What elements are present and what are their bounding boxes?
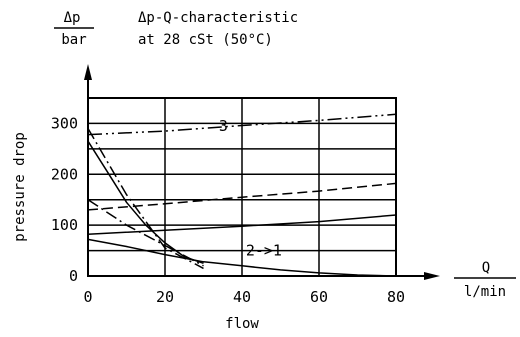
y-tick-label: 300 — [51, 114, 78, 132]
y-tick-label: 100 — [51, 216, 78, 234]
x-tick-label: 60 — [310, 288, 328, 306]
x-tick-label: 40 — [233, 288, 251, 306]
series-line — [87, 113, 397, 136]
annotation-label: 2->1 — [246, 242, 282, 260]
series-line — [87, 140, 204, 265]
chart-title-line2: at 28 cSt (50°C) — [138, 32, 273, 48]
grid-lines — [88, 98, 396, 276]
y-axis-label: pressure drop — [12, 132, 28, 242]
x-tick-labels: 0 20 40 60 80 — [83, 288, 405, 306]
y-unit-numerator: Δp — [64, 10, 81, 26]
series-line — [87, 128, 204, 270]
x-tick-label: 20 — [156, 288, 174, 306]
y-tick-label: 0 — [69, 267, 78, 285]
x-axis-label: flow — [225, 316, 259, 332]
chart-title-line1: Δp-Q-characteristic — [138, 10, 298, 26]
y-tick-labels: 0 100 200 300 — [51, 114, 78, 285]
x-tick-label: 80 — [387, 288, 405, 306]
annotation-label: 3 — [219, 117, 228, 135]
data-series — [87, 113, 397, 277]
x-unit-numerator: Q — [482, 260, 490, 276]
x-tick-label: 0 — [83, 288, 92, 306]
x-unit-denominator: l/min — [464, 284, 506, 300]
series-line — [87, 182, 397, 211]
y-unit-denominator: bar — [61, 32, 86, 48]
y-axis-arrow-icon — [84, 64, 92, 80]
series-line — [87, 199, 204, 267]
x-axis-arrow-icon — [424, 272, 440, 280]
annotations: 3 2->1 — [219, 117, 282, 260]
series-line — [87, 238, 397, 277]
y-tick-label: 200 — [51, 165, 78, 183]
